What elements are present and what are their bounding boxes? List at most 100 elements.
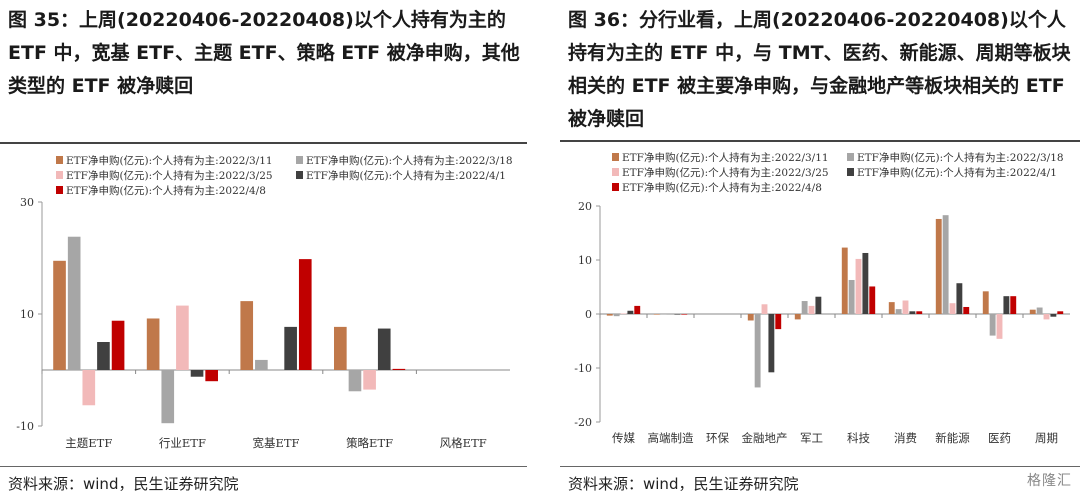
right-bar: [848, 279, 855, 314]
right-bar: [747, 314, 754, 321]
right-bar: [989, 314, 996, 336]
left-category-label: 行业ETF: [159, 436, 206, 450]
left-bar: [377, 328, 391, 370]
right-legend-swatch: [612, 168, 619, 176]
left-y-tick-label: 30: [20, 196, 34, 209]
left-bar: [392, 368, 406, 370]
left-bar: [97, 342, 110, 370]
right-bar: [855, 258, 862, 314]
right-bar: [1057, 311, 1064, 314]
left-y-tick-label: -10: [16, 420, 34, 433]
left-bar: [348, 370, 362, 392]
left-bar: [363, 370, 376, 390]
right-bar: [808, 305, 815, 314]
left-legend-label: ETF净申购(亿元):个人持有为主:2022/3/25: [66, 169, 273, 182]
right-bar: [1029, 309, 1036, 314]
left-bar: [334, 326, 347, 370]
right-bar: [634, 305, 641, 314]
right-bar: [862, 252, 869, 314]
left-title-rule: [0, 142, 527, 144]
left-bar: [82, 370, 96, 406]
right-y-tick-label: 0: [585, 308, 592, 321]
right-y-tick-label: 10: [578, 254, 592, 267]
left-category-label: 主题ETF: [65, 436, 112, 450]
right-bar: [606, 314, 613, 316]
left-bar: [205, 370, 218, 382]
right-y-tick-label: -10: [574, 362, 592, 375]
right-bar: [956, 283, 963, 314]
right-bar: [815, 296, 822, 314]
right-bar: [1043, 314, 1050, 320]
right-bar: [895, 309, 902, 314]
right-category-label: 周期: [1035, 431, 1058, 445]
right-legend-label: ETF净申购(亿元):个人持有为主:2022/3/11: [622, 151, 829, 164]
right-bar: [963, 306, 970, 314]
right-bar: [1010, 296, 1017, 314]
right-bar: [869, 286, 876, 314]
right-category-label: 军工: [800, 431, 823, 445]
right-figure-title: 图 36：分行业看，上周(20220406-20220408)以个人持有为主的 …: [568, 9, 1071, 130]
right-category-label: 传媒: [612, 431, 635, 445]
left-y-tick-label: 10: [20, 308, 34, 321]
right-bar: [916, 311, 923, 314]
right-bar: [775, 314, 782, 330]
left-source-note: 资料来源：wind，民生证券研究院: [8, 475, 239, 493]
right-category-label: 高端制造: [648, 431, 694, 445]
right-category-label: 消费: [894, 431, 917, 445]
right-y-tick-label: -20: [574, 416, 592, 429]
left-bar: [284, 326, 297, 370]
left-category-label: 风格ETF: [440, 436, 487, 450]
left-legend-swatch: [56, 186, 63, 194]
right-bar: [902, 300, 909, 314]
right-legend-label: ETF净申购(亿元):个人持有为主:2022/3/25: [622, 166, 829, 179]
left-bar: [255, 359, 268, 370]
right-bar: [653, 314, 660, 315]
right-bar: [935, 218, 942, 314]
right-bar: [996, 314, 1003, 339]
right-bar: [754, 314, 761, 388]
right-bar: [627, 310, 634, 314]
right-bottom-rule: [560, 466, 1080, 467]
left-bar: [190, 370, 204, 377]
right-bar: [888, 302, 895, 314]
watermark-logo: 格隆汇: [1027, 473, 1072, 489]
right-bar: [841, 247, 848, 314]
right-category-label: 科技: [847, 431, 870, 445]
right-bar: [768, 314, 775, 373]
left-bar: [176, 305, 189, 370]
left-legend-swatch: [296, 171, 303, 179]
left-bar: [298, 259, 312, 370]
right-category-label: 医药: [988, 431, 1011, 445]
right-legend-swatch: [612, 183, 619, 191]
right-legend-label: ETF净申购(亿元):个人持有为主:2022/3/18: [857, 151, 1064, 164]
right-legend-label: ETF净申购(亿元):个人持有为主:2022/4/1: [857, 166, 1057, 179]
left-bar: [161, 370, 175, 424]
left-bar: [67, 236, 81, 370]
right-bar: [681, 314, 688, 315]
right-legend-swatch: [847, 168, 854, 176]
left-legend-label: ETF净申购(亿元):个人持有为主:2022/4/1: [306, 169, 506, 182]
right-bar: [982, 291, 989, 314]
right-bar: [1036, 307, 1043, 314]
right-category-label: 金融地产: [742, 431, 788, 445]
right-bar: [801, 301, 808, 314]
left-bar: [240, 301, 254, 370]
left-legend-label: ETF净申购(亿元):个人持有为主:2022/4/8: [66, 184, 266, 197]
right-legend-label: ETF净申购(亿元):个人持有为主:2022/4/8: [622, 181, 822, 194]
right-bar: [620, 313, 627, 315]
left-category-label: 宽基ETF: [252, 436, 299, 450]
left-figure-title: 图 35：上周(20220406-20220408)以个人持有为主的 ETF 中…: [8, 9, 520, 97]
left-legend-swatch: [56, 171, 63, 179]
right-bar: [949, 303, 956, 314]
right-bar: [1003, 296, 1010, 314]
left-legend-swatch: [56, 156, 63, 164]
right-bar-chart: ETF净申购(亿元):个人持有为主:2022/3/11 ETF净申购(亿元):个人…: [574, 151, 1070, 445]
left-bar: [53, 260, 66, 370]
right-bar: [1050, 314, 1057, 317]
left-legend-label: ETF净申购(亿元):个人持有为主:2022/3/11: [66, 154, 273, 167]
right-bar: [942, 215, 949, 314]
right-bar: [660, 314, 667, 315]
right-y-tick-label: 20: [578, 200, 592, 213]
left-bar-chart: ETF净申购(亿元):个人持有为主:2022/3/11 ETF净申购(亿元):个人…: [16, 154, 512, 450]
right-legend-swatch: [847, 153, 854, 161]
